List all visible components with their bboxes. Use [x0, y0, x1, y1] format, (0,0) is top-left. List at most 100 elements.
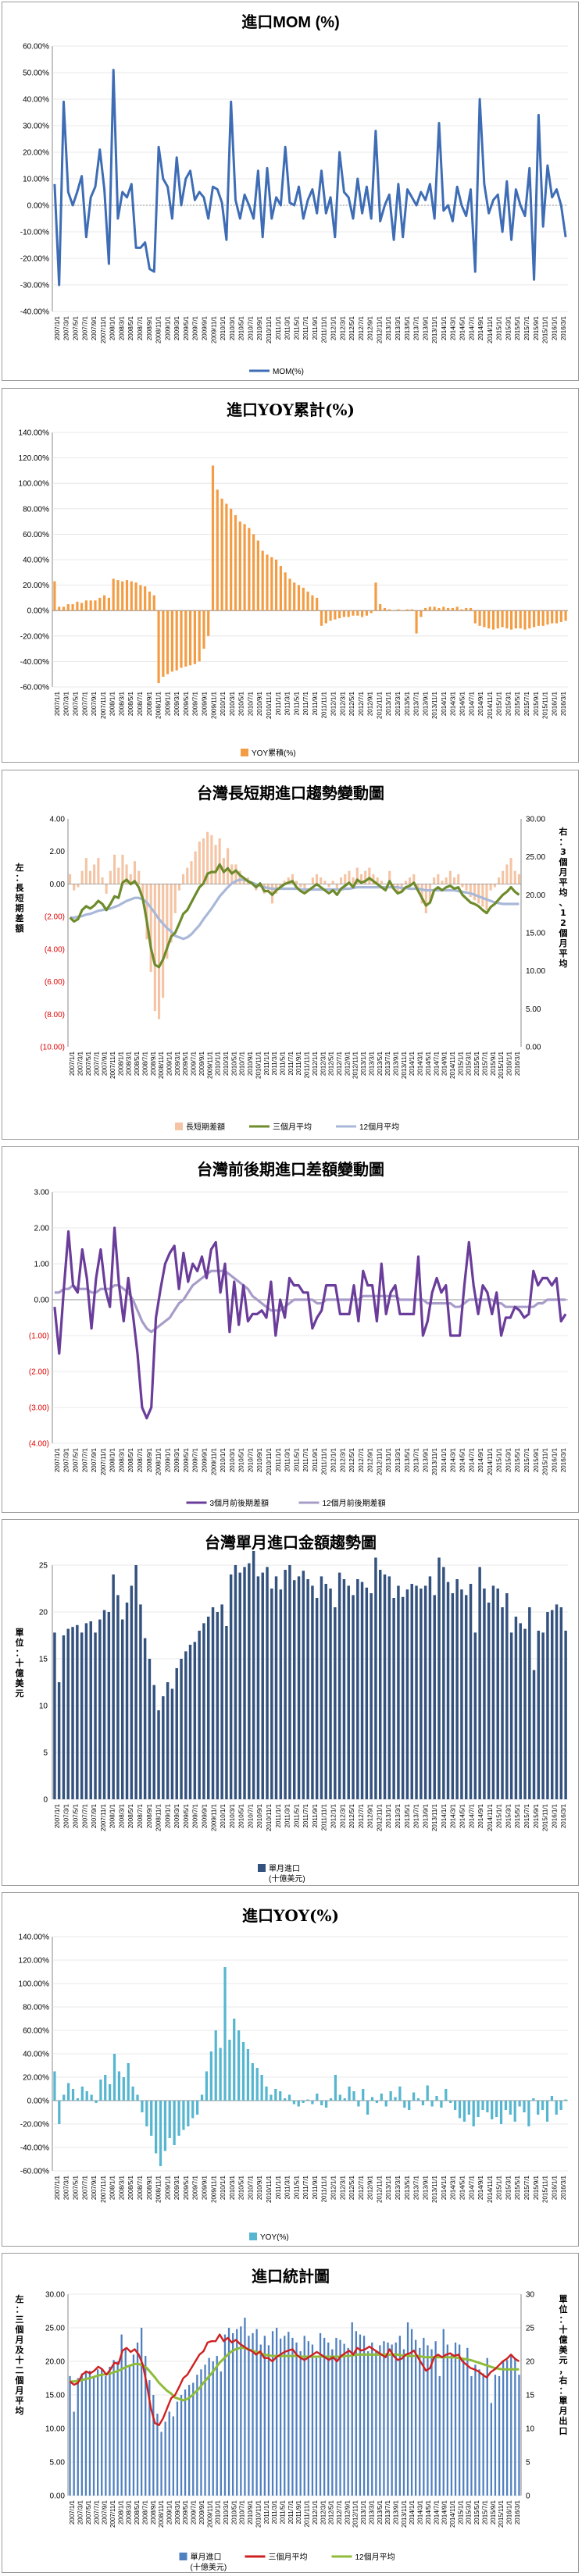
x-tick-label: 2013/11/1: [401, 1051, 408, 1079]
x-tick-label: 2015/5/1: [473, 2500, 480, 2524]
bar: [279, 2091, 282, 2101]
series-line-12m: [70, 2347, 520, 2402]
x-tick-label: 2007/1/1: [69, 2500, 76, 2524]
x-tick-label: 2015/9/1: [533, 1803, 540, 1828]
bar: [541, 610, 545, 626]
x-tick-label: 2010/5/1: [238, 2175, 245, 2200]
bar: [279, 884, 282, 888]
bar: [200, 2094, 204, 2101]
bar: [320, 2101, 323, 2105]
bar: [446, 2344, 448, 2496]
bar: [564, 610, 567, 621]
y-tick-label: 120.00%: [19, 1957, 50, 1966]
x-tick-label: 2007/11/1: [109, 2500, 116, 2528]
bar: [116, 580, 120, 611]
bar: [297, 2101, 300, 2107]
bar: [173, 2101, 176, 2145]
x-tick-label: 2007/5/1: [85, 1051, 92, 1076]
bar: [352, 877, 355, 884]
bar: [53, 1632, 56, 1799]
bar: [216, 1612, 220, 1799]
bar: [477, 884, 480, 904]
x-tick-label: 2014/1/1: [441, 1803, 448, 1828]
y-tick-label: (3.00): [29, 1404, 49, 1413]
x-tick-label: 2008/1/1: [117, 2500, 124, 2524]
bar: [541, 2101, 545, 2110]
bar: [455, 1579, 459, 1799]
bar: [478, 610, 481, 626]
y-tick-label: 10: [526, 2425, 535, 2434]
bar: [420, 610, 423, 617]
bar: [370, 1593, 373, 1799]
x-tick-label: 2007/1/1: [54, 315, 61, 340]
bar: [227, 2328, 230, 2496]
x-tick-label: 2013/11/1: [431, 1803, 438, 1831]
bar: [76, 601, 79, 611]
x-tick-label: 2015/11/1: [498, 2500, 505, 2528]
bar: [98, 1619, 102, 1799]
bar: [238, 1572, 241, 1799]
x-tick-label: 2009/5/1: [183, 2175, 190, 2200]
bar: [156, 2414, 159, 2496]
x-tick-label: 2013/9/1: [422, 1803, 429, 1828]
x-tick-label: 2013/5/1: [377, 2500, 384, 2524]
bar: [143, 1638, 147, 1799]
x-tick-label: 2010/3/1: [229, 2175, 236, 2200]
bar: [329, 2098, 333, 2101]
x-tick-label: 2014/5/1: [425, 2500, 432, 2524]
bar: [445, 877, 448, 884]
bar: [125, 864, 128, 884]
bar: [505, 864, 509, 884]
bar: [243, 1567, 246, 1799]
x-tick-label: 2008/7/1: [141, 1051, 148, 1076]
x-tick-label: 2008/5/1: [127, 315, 134, 340]
bar: [376, 877, 379, 884]
left-axis-label-char: 及: [16, 2345, 25, 2355]
x-tick-label: 2009/3/1: [173, 1803, 180, 1828]
bar: [316, 597, 319, 611]
y-tick-label: 0.00%: [27, 2097, 49, 2106]
x-tick-label: 2009/1/1: [166, 1051, 173, 1076]
x-tick-label: 2015/5/1: [514, 2175, 521, 2200]
y-tick-label: 5: [526, 2459, 530, 2467]
bar: [457, 873, 460, 884]
x-tick-label: 2007/3/1: [63, 691, 70, 716]
right-axis-label-char: 右: [559, 2375, 568, 2386]
bar: [152, 595, 155, 611]
bar: [474, 2364, 477, 2496]
x-tick-label: 2011/11/1: [321, 1803, 328, 1831]
x-tick-label: 2014/7/1: [468, 315, 475, 340]
bar: [112, 578, 115, 611]
right-axis-label-char: ：: [559, 2314, 568, 2325]
x-tick-label: 2011/3/1: [284, 315, 291, 340]
x-tick-label: 2007/5/1: [72, 2175, 79, 2200]
bar: [244, 2318, 246, 2496]
right-axis-label-char: 3: [560, 847, 566, 857]
bar: [288, 1565, 291, 1799]
x-tick-label: 2011/1/1: [275, 691, 282, 715]
bar: [316, 2094, 319, 2101]
bar: [148, 591, 152, 611]
bar: [491, 610, 495, 630]
chart-title: 進口YOY(%): [242, 1906, 339, 1925]
x-tick-label: 2007/7/1: [81, 1447, 88, 1472]
bar: [133, 861, 137, 884]
x-tick-label: 2010/1/1: [220, 2175, 227, 2200]
x-tick-label: 2010/3/1: [229, 691, 236, 716]
bar: [541, 1632, 545, 1799]
bar: [168, 2411, 170, 2496]
bar: [347, 1585, 350, 1799]
y-tick-label: 20: [526, 2358, 535, 2367]
bar: [58, 607, 61, 611]
right-axis-label-char: 、: [559, 898, 568, 908]
bar: [57, 1682, 61, 1799]
bar: [559, 610, 562, 622]
bar: [514, 610, 517, 628]
bar: [487, 610, 491, 628]
x-tick-label: 2009/9/1: [201, 1803, 208, 1828]
bar: [402, 2349, 405, 2496]
x-tick-label: 2013/11/1: [431, 2175, 438, 2203]
bar: [160, 2432, 162, 2496]
bar: [80, 603, 84, 611]
x-tick-label: 2012/5/1: [348, 1803, 355, 1828]
